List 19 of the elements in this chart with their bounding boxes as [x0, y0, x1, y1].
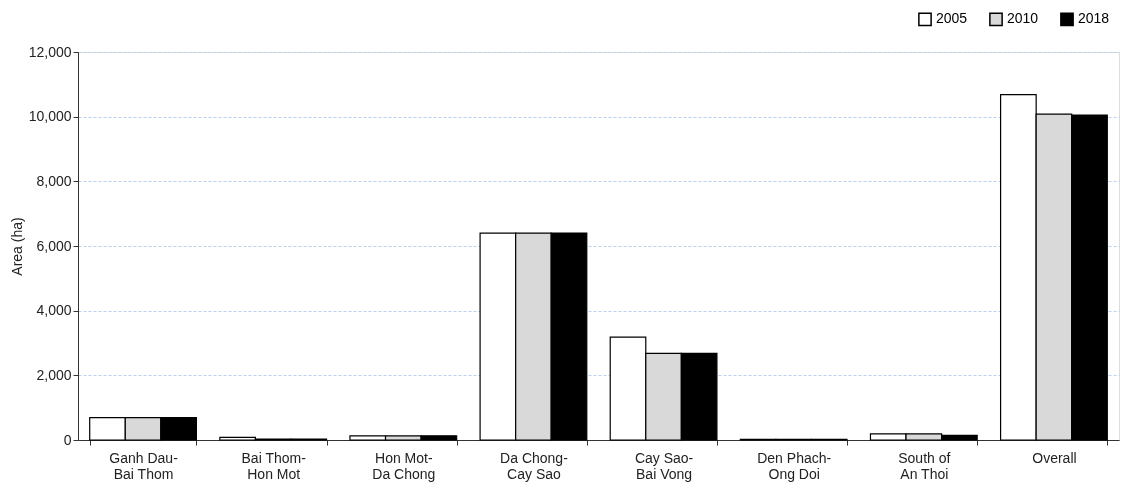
- x-tick-label: Bai Thom- Hon Mot: [241, 449, 307, 482]
- x-tick-label: Overall: [1032, 449, 1077, 466]
- x-tick-label: South of An Thoi: [898, 449, 951, 482]
- y-tick-label: 12,000: [28, 43, 72, 60]
- legend-label: 2018: [1078, 10, 1110, 27]
- y-tick-label: 10,000: [28, 108, 72, 125]
- x-tick-label: Ganh Dau- Bai Thom: [109, 449, 179, 482]
- y-tick-label: 8,000: [36, 172, 72, 189]
- legend-label: 2010: [1007, 10, 1039, 27]
- y-tick-label: 0: [63, 431, 72, 448]
- x-tick-label: Da Chong- Cay Sao: [500, 449, 569, 482]
- y-axis-title: Area (ha): [8, 217, 25, 276]
- x-tick-label: Hon Mot- Da Chong: [372, 449, 436, 482]
- legend-label: 2005: [936, 10, 968, 27]
- y-tick-label: 4,000: [36, 302, 72, 319]
- y-tick-label: 6,000: [36, 237, 72, 254]
- x-tick-label: Den Phach- Ong Doi: [757, 449, 832, 482]
- x-tick-label: Cay Sao- Bai Vong: [634, 449, 694, 482]
- y-tick-label: 2,000: [36, 366, 72, 383]
